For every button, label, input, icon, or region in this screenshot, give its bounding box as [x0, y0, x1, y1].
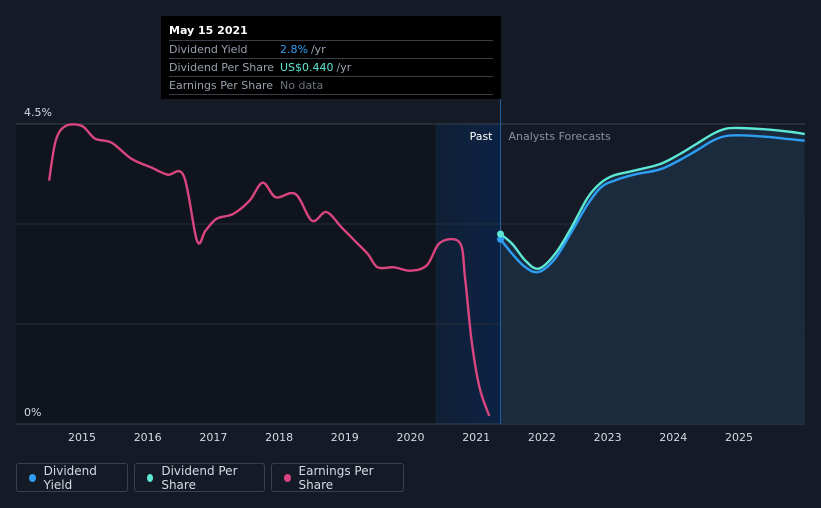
- legend-label: Dividend Yield: [43, 463, 97, 492]
- legend-dot-icon: [147, 473, 154, 482]
- hover-tooltip: May 15 2021 Dividend Yield 2.8% /yr Divi…: [161, 16, 501, 99]
- x-tick-label: 2023: [594, 431, 622, 444]
- tooltip-value: No data: [280, 79, 324, 92]
- x-tick-label: 2015: [68, 431, 96, 444]
- x-tick-label: 2022: [528, 431, 556, 444]
- y-tick-label: 0%: [24, 406, 41, 419]
- x-tick-label: 2025: [725, 431, 753, 444]
- hover-highlight-band: [435, 124, 501, 424]
- tooltip-label: Earnings Per Share: [169, 79, 274, 92]
- x-tick-label: 2021: [462, 431, 490, 444]
- tooltip-row-dividend-per-share: Dividend Per Share US$0.440 /yr: [169, 59, 493, 77]
- legend-label: Dividend Per Share: [161, 463, 238, 492]
- series-line-earnings-per-share: [47, 123, 491, 417]
- point-marker: [497, 235, 505, 243]
- tooltip-label: Dividend Per Share: [169, 61, 275, 74]
- tooltip-unit: /yr: [310, 43, 326, 56]
- legend-dividend-per-share[interactable]: Dividend Per Share: [134, 463, 265, 492]
- legend-dot-icon: [284, 473, 291, 482]
- tooltip-label: Dividend Yield: [169, 43, 248, 56]
- legend-dividend-yield[interactable]: Dividend Yield: [16, 463, 128, 492]
- series-line-dividend-yield: [499, 134, 805, 274]
- y-tick-label: 4.5%: [24, 106, 52, 119]
- x-tick-label: 2024: [659, 431, 687, 444]
- past-region-label: Past: [470, 130, 494, 143]
- legend-earnings-per-share[interactable]: Earnings Per Share: [271, 463, 404, 492]
- tooltip-value: US$0.440: [280, 61, 334, 74]
- point-marker: [497, 230, 505, 238]
- tooltip-value: 2.8%: [280, 43, 308, 56]
- past-region-background: [16, 124, 501, 424]
- x-tick-label: 2020: [397, 431, 425, 444]
- tooltip-unit: /yr: [336, 61, 352, 74]
- x-tick-label: 2017: [199, 431, 227, 444]
- x-tick-label: 2016: [134, 431, 162, 444]
- forecast-region-label: Analysts Forecasts: [509, 130, 612, 143]
- tooltip-row-dividend-yield: Dividend Yield 2.8% /yr: [169, 41, 493, 59]
- tooltip-date: May 15 2021: [169, 22, 493, 41]
- x-tick-label: 2018: [265, 431, 293, 444]
- x-tick-label: 2019: [331, 431, 359, 444]
- tooltip-row-earnings-per-share: Earnings Per Share No data: [169, 77, 493, 95]
- series-line-dividend-per-share: [499, 126, 805, 271]
- legend-label: Earnings Per Share: [298, 463, 374, 492]
- legend-dot-icon: [29, 473, 36, 482]
- forecast-area: [500, 127, 805, 424]
